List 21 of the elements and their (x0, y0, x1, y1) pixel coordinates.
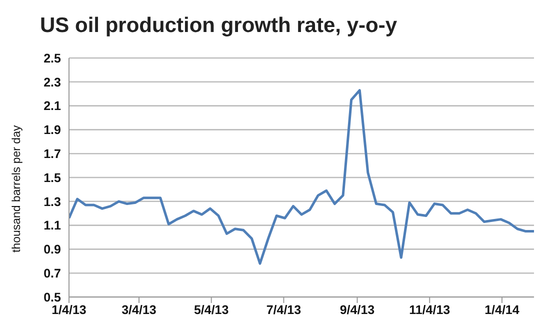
x-tick-label: 11/4/13 (409, 302, 450, 317)
x-tick-label: 9/4/13 (340, 302, 375, 317)
y-tick-label: 1.7 (44, 147, 62, 162)
y-tick-label: 0.7 (44, 266, 62, 281)
x-tick-label: 7/4/13 (266, 302, 302, 317)
y-tick-label: 0.5 (44, 290, 62, 304)
y-tick-label: 1.5 (44, 170, 62, 185)
y-tick-label: 1.3 (44, 194, 62, 209)
x-tick-label: 1/4/14 (484, 302, 520, 317)
x-tick-label: 1/4/13 (52, 302, 86, 317)
x-tick-label: 3/4/13 (122, 302, 156, 317)
y-tick-label: 2.1 (44, 99, 62, 114)
y-tick-label: 2.5 (44, 51, 62, 66)
y-tick-label: 0.9 (44, 242, 62, 257)
y-tick-label: 1.1 (44, 218, 62, 233)
y-tick-label: 1.9 (44, 123, 62, 138)
x-tick-label: 5/4/13 (194, 302, 229, 317)
line-series (69, 89, 534, 265)
y-axis-title: thousand barrels per day (11, 125, 24, 252)
y-tick-label: 2.3 (44, 75, 62, 90)
chart-title: US oil production growth rate, y-o-y (40, 14, 397, 38)
